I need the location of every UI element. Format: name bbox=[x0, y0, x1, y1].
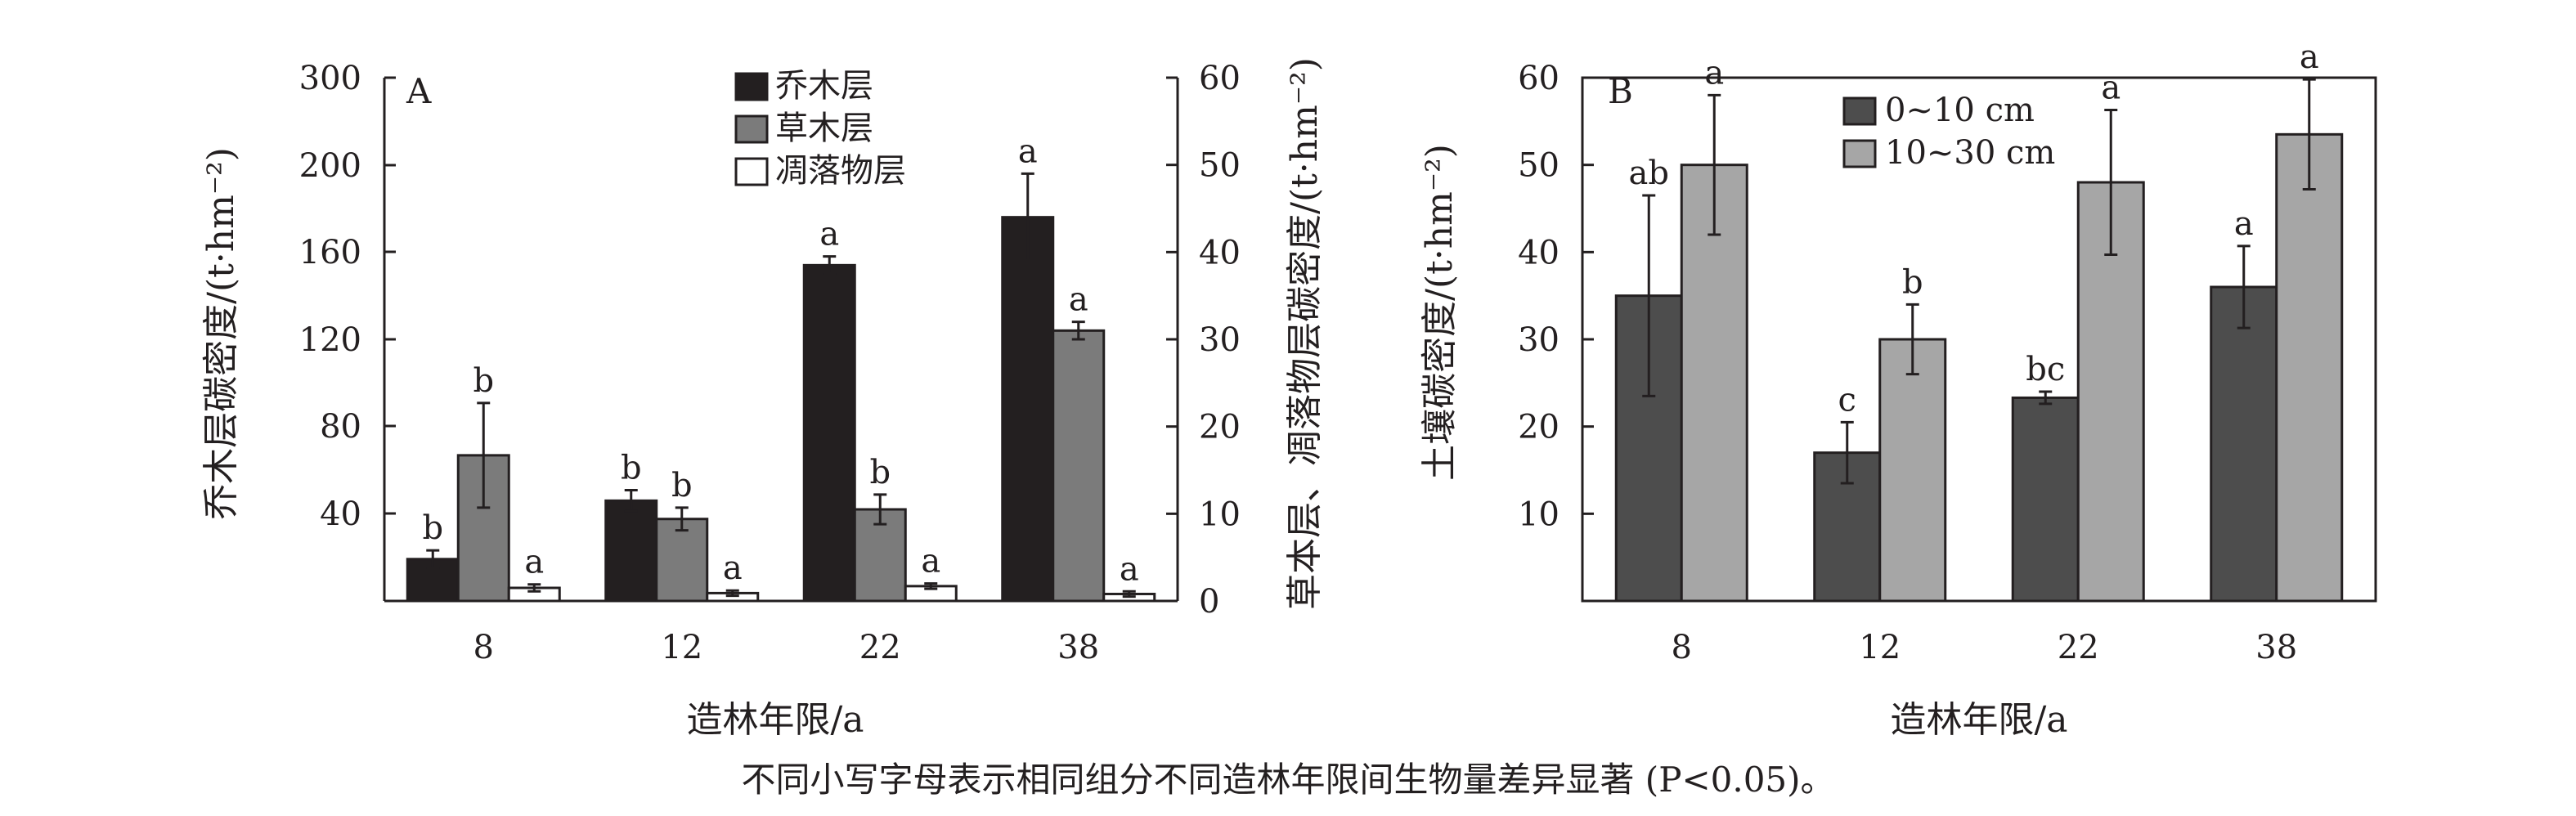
legend-label: 凋落物层 bbox=[775, 152, 906, 190]
x-tick-label: 8 bbox=[473, 629, 494, 666]
y-tick-label: 60 bbox=[1518, 60, 1560, 97]
x-tick-label: 38 bbox=[1057, 629, 1099, 666]
significance-label: b bbox=[621, 450, 642, 487]
left-y-tick-label: 300 bbox=[299, 60, 361, 97]
significance-label: a bbox=[921, 543, 940, 581]
y-tick-label: 40 bbox=[1518, 234, 1560, 271]
footnote: 不同小写字母表示相同组分不同造林年限间生物量差异显著 (P<0.05)。 bbox=[741, 760, 1834, 800]
x-tick-label: 12 bbox=[1859, 629, 1901, 666]
left-y-tick-label: 80 bbox=[320, 408, 361, 446]
y-tick-label: 10 bbox=[1518, 495, 1560, 533]
panel-b-letter: B bbox=[1608, 71, 1633, 111]
significance-label: ab bbox=[1629, 155, 1669, 192]
legend-label: 乔木层 bbox=[775, 67, 873, 105]
right-y-tick-label: 30 bbox=[1199, 321, 1241, 359]
panel-b-axes bbox=[1581, 76, 2377, 603]
significance-label: b bbox=[422, 509, 443, 547]
x-tick-label: 38 bbox=[2255, 629, 2297, 666]
significance-label: c bbox=[1838, 381, 1856, 419]
panel-a-letter: A bbox=[406, 71, 432, 111]
x-tick-label: 22 bbox=[2058, 629, 2099, 666]
legend-label: 0~10 cm bbox=[1885, 92, 2035, 129]
panel-b-legend: 0~10 cm 10~30 cm bbox=[1842, 92, 2055, 172]
panel-a-left-y-axis-label: 乔木层碳密度/(t·hm⁻²) bbox=[200, 147, 242, 520]
right-y-tick-label: 40 bbox=[1199, 234, 1241, 271]
legend-swatch bbox=[1842, 139, 1877, 168]
x-tick-label: 8 bbox=[1672, 629, 1692, 666]
left-y-tick-label: 120 bbox=[299, 321, 361, 359]
left-y-tick-label: 200 bbox=[299, 147, 361, 185]
significance-label: a bbox=[2300, 38, 2319, 76]
bar bbox=[2210, 285, 2278, 603]
significance-label: a bbox=[1120, 550, 1139, 588]
legend-swatch bbox=[734, 72, 769, 101]
y-tick-label: 30 bbox=[1518, 321, 1560, 359]
right-y-tick-label: 10 bbox=[1199, 495, 1241, 533]
x-tick-label: 22 bbox=[859, 629, 901, 666]
significance-label: a bbox=[819, 216, 839, 253]
panel-a-x-axis-label: 造林年限/a bbox=[686, 699, 864, 741]
bar bbox=[604, 499, 658, 603]
panel-b-y-axis-label: 土壤碳密度/(t·hm⁻²) bbox=[1419, 144, 1461, 481]
legend-label: 10~30 cm bbox=[1885, 134, 2055, 172]
right-y-tick-label: 50 bbox=[1199, 147, 1241, 185]
right-y-tick-label: 60 bbox=[1199, 60, 1241, 97]
legend-swatch bbox=[734, 114, 769, 144]
left-y-tick-label: 160 bbox=[299, 234, 361, 271]
panel-a-right-y-axis-label: 草本层、凋落物层碳密度/(t·hm⁻²) bbox=[1284, 57, 1326, 610]
bar bbox=[1001, 216, 1055, 603]
significance-label: a bbox=[2101, 69, 2120, 106]
bar bbox=[406, 558, 460, 603]
bar bbox=[1680, 164, 1748, 603]
legend-swatch bbox=[734, 157, 769, 186]
panel-b-x-axis-label: 造林年限/a bbox=[1890, 699, 2067, 741]
significance-label: b bbox=[1902, 263, 1923, 301]
bar bbox=[1878, 338, 1947, 603]
significance-label: b bbox=[473, 362, 494, 400]
significance-label: a bbox=[723, 549, 743, 587]
left-y-tick-label: 40 bbox=[320, 495, 361, 533]
bar bbox=[655, 518, 709, 603]
significance-label: a bbox=[1069, 281, 1088, 319]
significance-label: a bbox=[524, 544, 544, 581]
bar bbox=[1052, 329, 1106, 603]
significance-label: a bbox=[2234, 205, 2254, 243]
significance-label: b bbox=[671, 467, 693, 504]
y-tick-label: 50 bbox=[1518, 147, 1560, 185]
bar bbox=[2011, 396, 2080, 603]
legend-label: 草木层 bbox=[775, 110, 873, 147]
bar bbox=[2275, 132, 2344, 603]
panel-b-tick-labels: 10 20 30 40 50 60 8 12 22 38 bbox=[1518, 60, 2297, 666]
right-y-tick-label: 20 bbox=[1199, 409, 1241, 446]
right-y-tick-label: 0 bbox=[1199, 583, 1219, 621]
legend-swatch bbox=[1842, 96, 1877, 126]
significance-label: bc bbox=[2026, 351, 2065, 388]
significance-label: b bbox=[869, 454, 891, 491]
panel-a-tick-labels: 40 80 120 160 200 300 0 10 20 30 40 50 60 8 12 22 38 bbox=[299, 60, 1241, 666]
x-tick-label: 12 bbox=[661, 629, 702, 666]
significance-label: a bbox=[1704, 54, 1724, 92]
significance-label: a bbox=[1018, 132, 1038, 170]
bar bbox=[802, 263, 856, 603]
panel-b-bars: ab a c b bc a a a bbox=[1614, 38, 2344, 603]
y-tick-label: 20 bbox=[1518, 409, 1560, 446]
